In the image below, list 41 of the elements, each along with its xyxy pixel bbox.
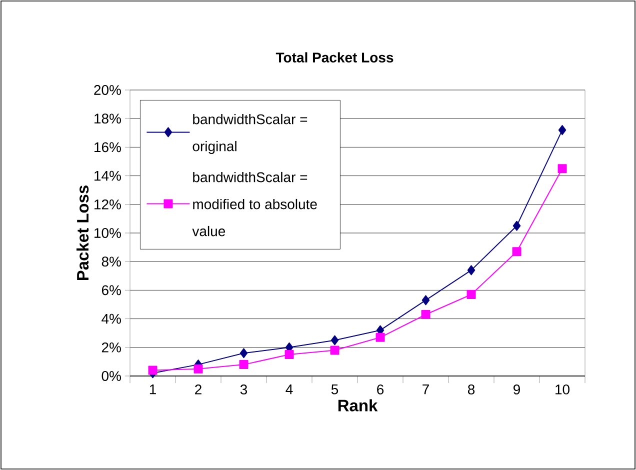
x-tick-label: 7 <box>422 384 429 394</box>
point <box>148 366 158 375</box>
point <box>421 310 430 320</box>
y-tick-label: 6% <box>102 285 121 296</box>
x-tick-label: 3 <box>240 384 248 394</box>
point <box>239 360 248 370</box>
point <box>330 346 340 355</box>
point <box>512 220 521 231</box>
point <box>330 335 339 346</box>
y-tick-label: 8% <box>102 256 121 267</box>
point <box>512 247 522 256</box>
point <box>422 295 430 306</box>
x-tick-label: 4 <box>286 384 293 394</box>
y-tick-label: 10% <box>94 228 121 238</box>
point <box>376 332 385 342</box>
x-tick-label: 10 <box>556 384 570 394</box>
legend-label: bandwidthScalar = modified to absolute value <box>192 172 317 236</box>
point <box>558 164 567 174</box>
y-tick-label: 14% <box>94 170 121 181</box>
y-tick-label: 0% <box>102 371 121 381</box>
point <box>284 350 294 360</box>
x-tick-label: 5 <box>331 384 338 394</box>
point <box>240 348 248 358</box>
x-tick-label: 8 <box>468 384 475 394</box>
point <box>467 265 476 276</box>
x-tick-label: 6 <box>377 384 384 394</box>
y-tick-label: 12% <box>94 199 121 210</box>
x-tick-label: 2 <box>195 384 202 394</box>
x-tick-label: 1 <box>150 384 156 394</box>
y-tick-label: 2% <box>102 342 121 352</box>
chart-title: Total Packet Loss <box>276 52 394 63</box>
y-tick-label: 4% <box>102 314 121 324</box>
point <box>466 290 476 299</box>
y-tick-label: 16% <box>94 142 121 152</box>
y-tick-label: 18% <box>94 114 121 124</box>
y-tick-label: 20% <box>94 85 121 95</box>
y-axis-title: Packet Loss <box>76 186 89 280</box>
point <box>558 125 566 136</box>
x-axis-title: Rank <box>338 399 378 412</box>
x-tick-label: 9 <box>514 384 520 394</box>
point <box>194 364 203 374</box>
